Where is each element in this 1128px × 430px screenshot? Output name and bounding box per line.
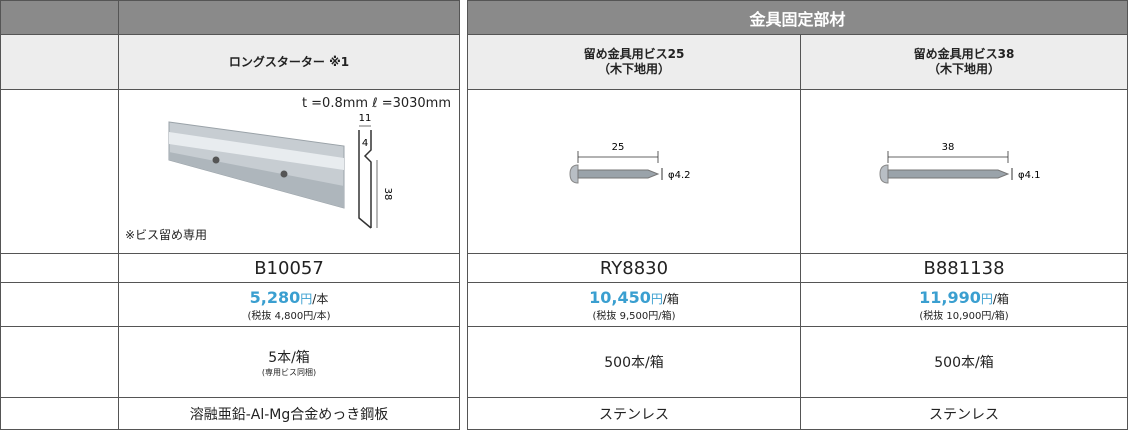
label-cell	[0, 89, 119, 254]
product-name-cell: 留め金具用ビス25 （木下地用）	[467, 34, 801, 90]
qty: 5本/箱	[268, 349, 310, 366]
rail-image: 11 4 38	[168, 113, 393, 229]
qty-cell: 5本/箱 (専用ビス同梱)	[118, 326, 460, 398]
code-cell: B10057	[118, 253, 460, 283]
qty-cell: 500本/箱	[800, 326, 1128, 398]
header-cell	[118, 0, 460, 35]
dim-label: 25	[612, 142, 625, 153]
qty-note: (専用ビス同梱)	[261, 367, 317, 377]
image-cell: t =0.8mm ℓ =3030mm ※ビス留め専用 11 4 38	[118, 89, 460, 254]
product-name: ロングスターター ※1	[228, 54, 350, 69]
spec: t =0.8mm ℓ =3030mm	[301, 96, 451, 111]
price: 10,450	[589, 287, 651, 307]
code: RY8830	[599, 257, 669, 279]
product-name-cell: ロングスターター ※1	[118, 34, 460, 90]
price: 11,990	[919, 287, 981, 307]
header-cell	[0, 0, 119, 35]
product-name: 留め金具用ビス25	[583, 47, 685, 61]
material: ステンレス	[599, 406, 669, 423]
dim-label: 4	[362, 138, 368, 149]
material-cell: ステンレス	[467, 397, 801, 430]
yen: 円	[300, 291, 313, 306]
dim-label: 38	[942, 142, 955, 153]
material: 溶融亜鉛-Al-Mg合金めっき鋼板	[189, 406, 389, 423]
product-name: 留め金具用ビス38	[913, 47, 1015, 61]
dim-label: 38	[382, 188, 393, 201]
group-header: 金具固定部材	[467, 0, 1128, 35]
screw-image: 25 φ4.2	[569, 142, 691, 184]
code-cell: RY8830	[467, 253, 801, 283]
screw-image: 38 φ4.1	[879, 142, 1041, 184]
yen: 円	[980, 291, 993, 306]
price-cell: 10,450円/箱 (税抜 9,500円/箱)	[467, 282, 801, 327]
price-cell: 11,990円/箱 (税抜 10,900円/箱)	[800, 282, 1128, 327]
qty: 500本/箱	[604, 355, 664, 371]
dim-label: 11	[359, 113, 372, 124]
tax-note: (税抜 9,500円/箱)	[592, 310, 676, 322]
image-cell: 25 φ4.2	[467, 89, 801, 254]
label-cell	[0, 326, 119, 398]
note: ※ビス留め専用	[125, 228, 208, 242]
yen: 円	[650, 291, 663, 306]
dia-label: φ4.2	[668, 170, 691, 181]
price-cell: 5,280円/本 (税抜 4,800円/本)	[118, 282, 460, 327]
material: ステンレス	[929, 406, 999, 423]
product-sub: （木下地用）	[597, 62, 670, 76]
dia-label: φ4.1	[1018, 170, 1041, 181]
tax-note: (税抜 4,800円/本)	[247, 310, 331, 322]
unit: /本	[312, 291, 329, 306]
header-cell	[0, 34, 119, 90]
unit: /箱	[662, 291, 679, 306]
qty: 500本/箱	[934, 355, 994, 371]
unit: /箱	[992, 291, 1009, 306]
qty-cell: 500本/箱	[467, 326, 801, 398]
image-cell: 38 φ4.1	[800, 89, 1128, 254]
label-cell	[0, 282, 119, 327]
tax-note: (税抜 10,900円/箱)	[919, 310, 1009, 322]
code-cell: B881138	[800, 253, 1128, 283]
group-title: 金具固定部材	[749, 9, 846, 29]
material-cell: ステンレス	[800, 397, 1128, 430]
material-cell: 溶融亜鉛-Al-Mg合金めっき鋼板	[118, 397, 460, 430]
price: 5,280	[249, 287, 301, 307]
code: B10057	[254, 257, 324, 279]
label-cell	[0, 253, 119, 283]
product-name-cell: 留め金具用ビス38 （木下地用）	[800, 34, 1128, 90]
product-sub: （木下地用）	[927, 62, 1000, 76]
label-cell	[0, 397, 119, 430]
code: B881138	[923, 257, 1005, 279]
